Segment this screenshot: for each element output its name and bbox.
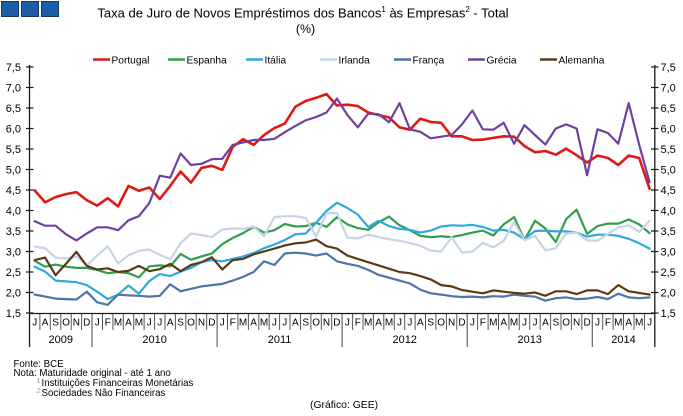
svg-text:O: O — [437, 318, 445, 329]
svg-text:F: F — [355, 318, 361, 329]
svg-text:M: M — [385, 318, 393, 329]
svg-text:Portugal: Portugal — [112, 55, 150, 66]
svg-text:J: J — [147, 318, 152, 329]
svg-text:N: N — [198, 318, 205, 329]
svg-text:N: N — [73, 318, 80, 329]
svg-text:N: N — [573, 318, 580, 329]
svg-text:J: J — [522, 318, 527, 329]
svg-text:J: J — [95, 318, 100, 329]
svg-text:2,0: 2,0 — [661, 287, 676, 299]
svg-text:3,0: 3,0 — [661, 246, 676, 258]
svg-text:A: A — [292, 318, 299, 329]
svg-text:O: O — [62, 318, 70, 329]
svg-text:A: A — [542, 318, 549, 329]
svg-text:A: A — [375, 318, 382, 329]
svg-text:A: A — [125, 318, 132, 329]
svg-text:M: M — [489, 318, 497, 329]
svg-text:5,0: 5,0 — [6, 164, 21, 176]
svg-text:7,5: 7,5 — [661, 62, 676, 74]
svg-text:O: O — [187, 318, 195, 329]
svg-text:S: S — [177, 318, 184, 329]
svg-text:F: F — [105, 318, 111, 329]
svg-text:J: J — [407, 318, 412, 329]
svg-text:M: M — [260, 318, 268, 329]
svg-text:A: A — [417, 318, 424, 329]
svg-text:2009: 2009 — [49, 334, 73, 346]
svg-text:N: N — [448, 318, 455, 329]
svg-text:N: N — [323, 318, 330, 329]
svg-text:J: J — [533, 318, 538, 329]
svg-text:3,5: 3,5 — [661, 226, 676, 238]
svg-text:1,5: 1,5 — [6, 308, 21, 320]
svg-text:6,5: 6,5 — [661, 103, 676, 115]
svg-text:F: F — [605, 318, 611, 329]
svg-text:Itália: Itália — [265, 55, 287, 66]
svg-text:2011: 2011 — [268, 334, 292, 346]
svg-text:O: O — [312, 318, 320, 329]
svg-text:F: F — [230, 318, 236, 329]
svg-text:4,5: 4,5 — [6, 185, 21, 197]
svg-text:S: S — [552, 318, 559, 329]
svg-text:S: S — [427, 318, 434, 329]
svg-text:3,5: 3,5 — [6, 226, 21, 238]
svg-text:J: J — [345, 318, 350, 329]
svg-text:4,0: 4,0 — [661, 205, 676, 217]
svg-text:J: J — [282, 318, 287, 329]
svg-text:O: O — [562, 318, 570, 329]
svg-text:M: M — [135, 318, 143, 329]
svg-text:A: A — [167, 318, 174, 329]
svg-text:6,0: 6,0 — [661, 123, 676, 135]
svg-text:J: J — [470, 318, 475, 329]
svg-text:3,0: 3,0 — [6, 246, 21, 258]
svg-text:7,5: 7,5 — [6, 62, 21, 74]
svg-text:S: S — [52, 318, 59, 329]
svg-text:M: M — [114, 318, 122, 329]
svg-text:6,0: 6,0 — [6, 123, 21, 135]
svg-text:Espanha: Espanha — [187, 55, 228, 66]
svg-text:2014: 2014 — [611, 334, 635, 346]
svg-text:M: M — [364, 318, 372, 329]
svg-text:J: J — [647, 318, 652, 329]
svg-text:2,0: 2,0 — [6, 287, 21, 299]
svg-text:Grécia: Grécia — [487, 55, 517, 66]
svg-text:D: D — [208, 318, 215, 329]
svg-text:D: D — [583, 318, 590, 329]
svg-text:A: A — [250, 318, 257, 329]
svg-text:A: A — [625, 318, 632, 329]
svg-text:J: J — [220, 318, 225, 329]
svg-text:1,5: 1,5 — [661, 308, 676, 320]
svg-text:4,5: 4,5 — [661, 185, 676, 197]
svg-text:A: A — [500, 318, 507, 329]
svg-text:Irlanda: Irlanda — [339, 55, 370, 66]
svg-text:2,5: 2,5 — [661, 267, 676, 279]
svg-text:2,5: 2,5 — [6, 267, 21, 279]
svg-text:M: M — [510, 318, 518, 329]
svg-text:J: J — [32, 318, 37, 329]
svg-text:S: S — [302, 318, 309, 329]
svg-text:5,0: 5,0 — [661, 164, 676, 176]
svg-text:M: M — [635, 318, 643, 329]
svg-text:D: D — [83, 318, 90, 329]
svg-text:J: J — [397, 318, 402, 329]
svg-text:6,5: 6,5 — [6, 103, 21, 115]
svg-text:7,0: 7,0 — [661, 82, 676, 94]
svg-text:Alemanha: Alemanha — [559, 55, 605, 66]
svg-text:D: D — [333, 318, 340, 329]
svg-text:J: J — [595, 318, 600, 329]
svg-text:A: A — [42, 318, 49, 329]
svg-text:D: D — [458, 318, 465, 329]
svg-text:2010: 2010 — [142, 334, 166, 346]
svg-text:5,5: 5,5 — [661, 144, 676, 156]
svg-text:5,5: 5,5 — [6, 144, 21, 156]
svg-text:J: J — [157, 318, 162, 329]
svg-text:M: M — [614, 318, 622, 329]
svg-text:J: J — [272, 318, 277, 329]
svg-text:2013: 2013 — [517, 334, 541, 346]
svg-text:França: França — [413, 55, 445, 66]
svg-text:7,0: 7,0 — [6, 82, 21, 94]
svg-text:4,0: 4,0 — [6, 205, 21, 217]
svg-text:2012: 2012 — [392, 334, 416, 346]
svg-text:M: M — [239, 318, 247, 329]
svg-text:F: F — [480, 318, 486, 329]
